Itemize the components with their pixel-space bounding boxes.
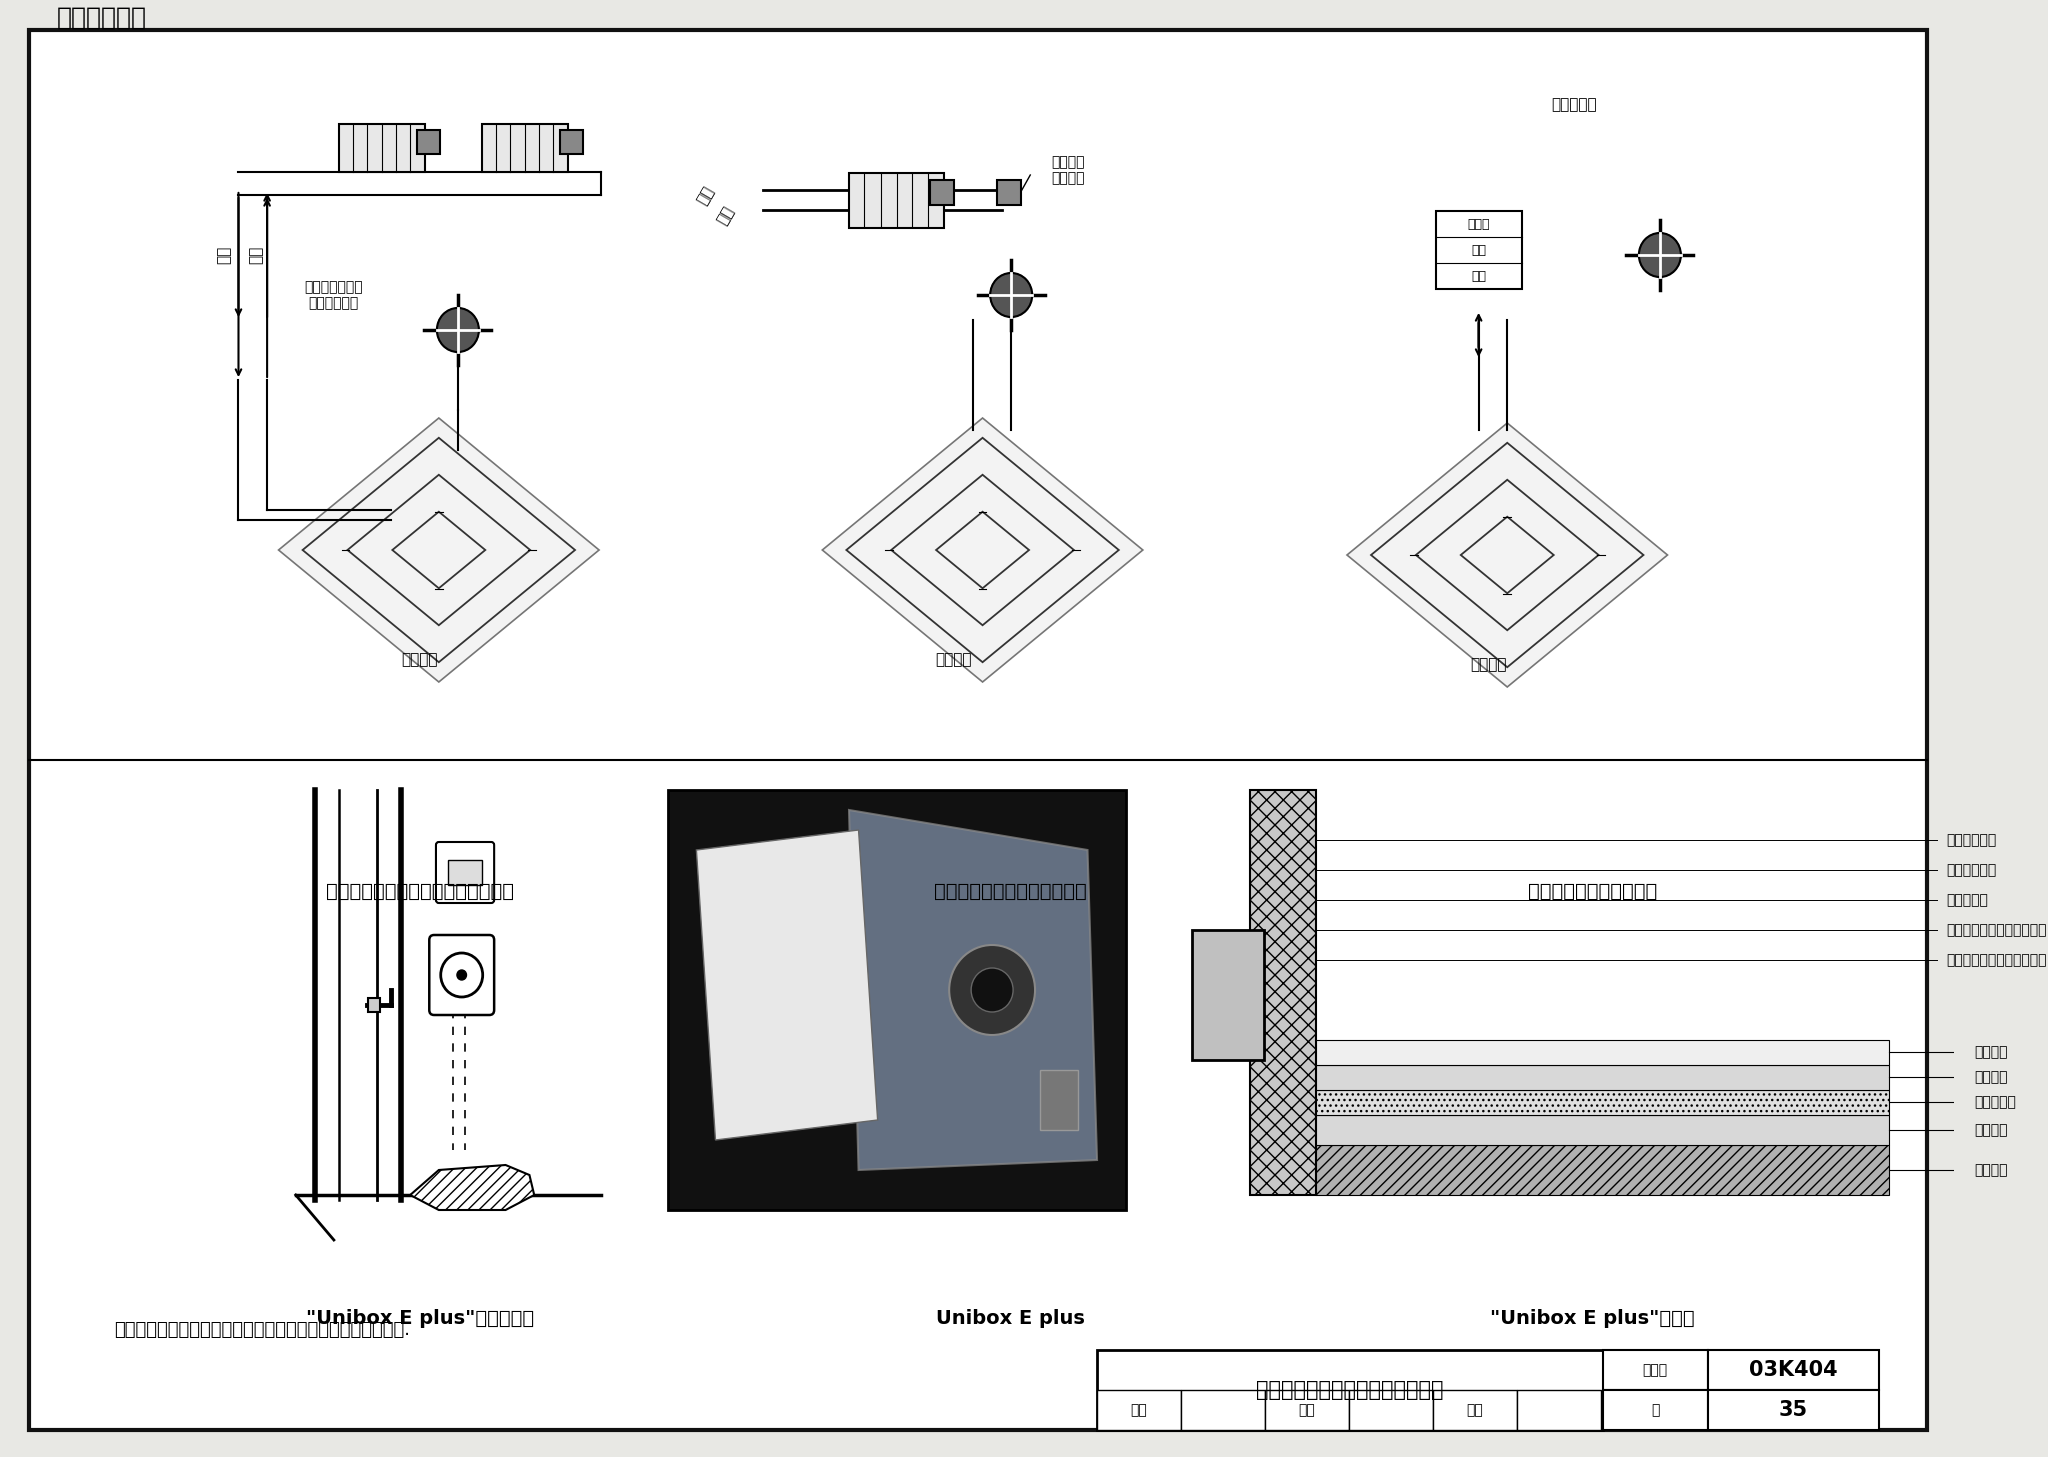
Text: 边缘保温层: 边缘保温层: [1974, 1096, 2017, 1109]
Bar: [1317, 1115, 1888, 1145]
Bar: [1040, 1069, 1077, 1131]
Text: 阀和内置式回水温度限制器: 阀和内置式回水温度限制器: [1946, 953, 2046, 967]
Text: Unibox E plus: Unibox E plus: [936, 1308, 1085, 1329]
Circle shape: [971, 967, 1014, 1013]
Bar: [1098, 1351, 1604, 1429]
Text: 审核: 审核: [1130, 1403, 1147, 1418]
Text: 回水: 回水: [1470, 270, 1487, 283]
Text: 页: 页: [1651, 1403, 1659, 1418]
Bar: [449, 860, 481, 884]
Bar: [1518, 1390, 1602, 1429]
Text: 地板采暖: 地板采暖: [401, 653, 438, 667]
Text: 供水: 供水: [1470, 243, 1487, 256]
Text: 室温控制器: 室温控制器: [1550, 98, 1597, 112]
Text: 注：本页按欧文托普阀门系统（北京）有限公司提供资料编制.: 注：本页按欧文托普阀门系统（北京）有限公司提供资料编制.: [115, 1321, 410, 1339]
Bar: [997, 181, 1020, 205]
Text: 室内温控器: 室内温控器: [1946, 893, 1989, 908]
Bar: [1350, 1390, 1434, 1429]
Bar: [1317, 1065, 1888, 1090]
Text: 带回水温度限制
的室温控制器: 带回水温度限制 的室温控制器: [305, 280, 362, 310]
Bar: [1604, 1390, 1708, 1429]
Text: 组合式阀门包括可预设定式: 组合式阀门包括可预设定式: [1946, 922, 2046, 937]
Bar: [1317, 1145, 1888, 1195]
Circle shape: [457, 970, 467, 981]
Bar: [1434, 1390, 1518, 1429]
Text: 相关技术资料: 相关技术资料: [57, 6, 147, 31]
Bar: [930, 181, 954, 205]
Text: 抹灰面层: 抹灰面层: [1974, 1045, 2009, 1059]
Bar: [1249, 790, 1317, 1195]
Bar: [1436, 211, 1522, 288]
Text: 砖墙或隔板墙: 砖墙或隔板墙: [1946, 833, 1997, 847]
Text: 室温、回水温度控制单元系统示意图: 室温、回水温度控制单元系统示意图: [326, 881, 514, 902]
Text: 温控单元外壳: 温控单元外壳: [1946, 863, 1997, 877]
Text: 保护套管: 保护套管: [1974, 1123, 2009, 1136]
Polygon shape: [410, 1166, 535, 1209]
Circle shape: [1638, 233, 1681, 277]
Text: 分水器: 分水器: [1466, 217, 1489, 230]
Bar: [369, 998, 379, 1013]
Circle shape: [989, 272, 1032, 318]
Bar: [1098, 1390, 1182, 1429]
Text: 地板采暖: 地板采暖: [936, 653, 973, 667]
Circle shape: [948, 946, 1034, 1034]
Text: 供水: 供水: [694, 184, 717, 207]
Bar: [1708, 1351, 1880, 1390]
Text: 室温控制单元系统示意图: 室温控制单元系统示意图: [1528, 881, 1657, 902]
Bar: [1192, 930, 1264, 1061]
Text: "Unibox E plus"安装图: "Unibox E plus"安装图: [1491, 1308, 1694, 1329]
Polygon shape: [823, 418, 1143, 682]
Text: 回水: 回水: [248, 246, 262, 264]
Polygon shape: [696, 830, 879, 1139]
Bar: [668, 790, 1126, 1209]
Bar: [481, 124, 567, 172]
Bar: [850, 173, 944, 227]
Bar: [1317, 1040, 1888, 1065]
Text: 地板采暖: 地板采暖: [1470, 657, 1507, 673]
Text: 回水: 回水: [715, 204, 735, 227]
Text: 管道套管: 管道套管: [1974, 1069, 2009, 1084]
Circle shape: [436, 307, 479, 353]
Text: 03K404: 03K404: [1749, 1359, 1837, 1380]
Text: 供水: 供水: [217, 246, 231, 264]
Bar: [1708, 1390, 1880, 1429]
Bar: [418, 130, 440, 154]
Text: "Unibox E plus"安装示意图: "Unibox E plus"安装示意图: [305, 1308, 535, 1329]
Bar: [338, 124, 424, 172]
Text: 设计: 设计: [1466, 1403, 1483, 1418]
Text: 35: 35: [1780, 1400, 1808, 1421]
Bar: [1317, 1090, 1888, 1115]
Polygon shape: [279, 418, 600, 682]
Text: 混凝土层: 混凝土层: [1974, 1163, 2009, 1177]
Text: 室内温度、回水温度等控制示意图: 室内温度、回水温度等控制示意图: [1255, 1380, 1444, 1400]
Text: 房间回水
温度限制: 房间回水 温度限制: [1053, 154, 1085, 185]
FancyBboxPatch shape: [430, 935, 494, 1016]
Polygon shape: [1348, 423, 1667, 688]
Text: 回水温度控制单元系统示意图: 回水温度控制单元系统示意图: [934, 881, 1085, 902]
Bar: [559, 130, 584, 154]
Polygon shape: [850, 810, 1098, 1170]
FancyBboxPatch shape: [436, 842, 494, 903]
Bar: [1604, 1351, 1708, 1390]
Bar: [1182, 1390, 1266, 1429]
Text: 校对: 校对: [1298, 1403, 1315, 1418]
Bar: [1249, 790, 1317, 1195]
Text: 图集号: 图集号: [1642, 1362, 1667, 1377]
Bar: [1266, 1390, 1350, 1429]
